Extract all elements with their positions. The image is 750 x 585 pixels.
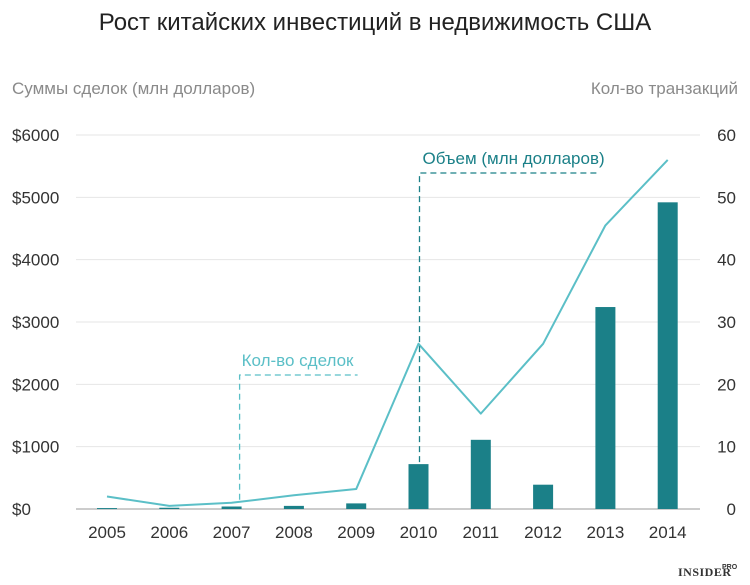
bar-2010 xyxy=(408,464,429,509)
x-tick-label: 2012 xyxy=(524,523,562,542)
x-tick-label: 2013 xyxy=(586,523,624,542)
y-left-tick-label: $6000 xyxy=(12,126,59,145)
y-left-tick-label: $5000 xyxy=(12,188,59,207)
annotation-deals-leader xyxy=(238,374,358,500)
bar-2008 xyxy=(283,505,304,509)
y-right-tick-label: 0 xyxy=(727,500,736,519)
x-tick-label: 2008 xyxy=(275,523,313,542)
y-right-tick-label: 20 xyxy=(717,375,736,394)
line-deals-count xyxy=(106,159,669,507)
annotation-volume-label: Объем (млн долларов) xyxy=(423,149,605,168)
line-series xyxy=(106,159,669,507)
bar-2005 xyxy=(97,508,117,510)
insider-pro-logo: INSIDER PRO xyxy=(678,564,738,579)
x-tick-label: 2006 xyxy=(150,523,188,542)
y-left-tick-label: $0 xyxy=(12,500,31,519)
gridlines xyxy=(76,134,700,510)
bar-series xyxy=(97,202,678,510)
bar-2013 xyxy=(595,307,616,509)
x-tick-label: 2011 xyxy=(463,523,500,542)
logo-sub: PRO xyxy=(722,564,738,571)
annotation-volume-leader xyxy=(418,172,598,463)
chart-title: Рост китайских инвестиций в недвижимость… xyxy=(99,9,652,36)
bar-2009 xyxy=(346,503,367,509)
bar-2007 xyxy=(221,506,242,509)
y-axis-right-title: Кол-во транзакций xyxy=(591,79,738,98)
bar-2006 xyxy=(159,507,180,509)
y-right-tick-label: 40 xyxy=(717,251,736,270)
y-left-tick-label: $4000 xyxy=(12,251,59,270)
y-right-tick-label: 30 xyxy=(717,313,736,332)
y-right-tick-label: 60 xyxy=(717,126,736,145)
y-axis-left-ticks: $0 $1000 $2000 $3000 $4000 $5000 $6000 xyxy=(12,126,59,519)
bar-2011 xyxy=(470,439,491,509)
x-tick-label: 2009 xyxy=(337,523,375,542)
x-axis-ticks: 2005 2006 2007 2008 2009 2010 2011 2012 2013 2014 xyxy=(88,523,687,542)
x-tick-label: 2005 xyxy=(88,523,126,542)
y-left-tick-label: $3000 xyxy=(12,313,59,332)
y-axis-right-ticks: 0 10 20 30 40 50 60 xyxy=(717,126,736,519)
x-tick-label: 2007 xyxy=(213,523,251,542)
y-right-tick-label: 10 xyxy=(717,438,736,457)
bar-2014 xyxy=(657,202,678,509)
y-right-tick-label: 50 xyxy=(717,188,736,207)
x-tick-label: 2014 xyxy=(649,523,687,542)
bar-2012 xyxy=(533,484,554,509)
annotations: Объем (млн долларов) Кол-во сделок xyxy=(238,149,605,500)
logo-main: INSIDER xyxy=(678,565,732,579)
y-axis-left-title: Суммы сделок (млн долларов) xyxy=(12,79,255,98)
y-left-tick-label: $1000 xyxy=(12,438,59,457)
x-tick-label: 2010 xyxy=(400,523,438,542)
y-left-tick-label: $2000 xyxy=(12,375,59,394)
annotation-deals-label: Кол-во сделок xyxy=(242,351,354,370)
